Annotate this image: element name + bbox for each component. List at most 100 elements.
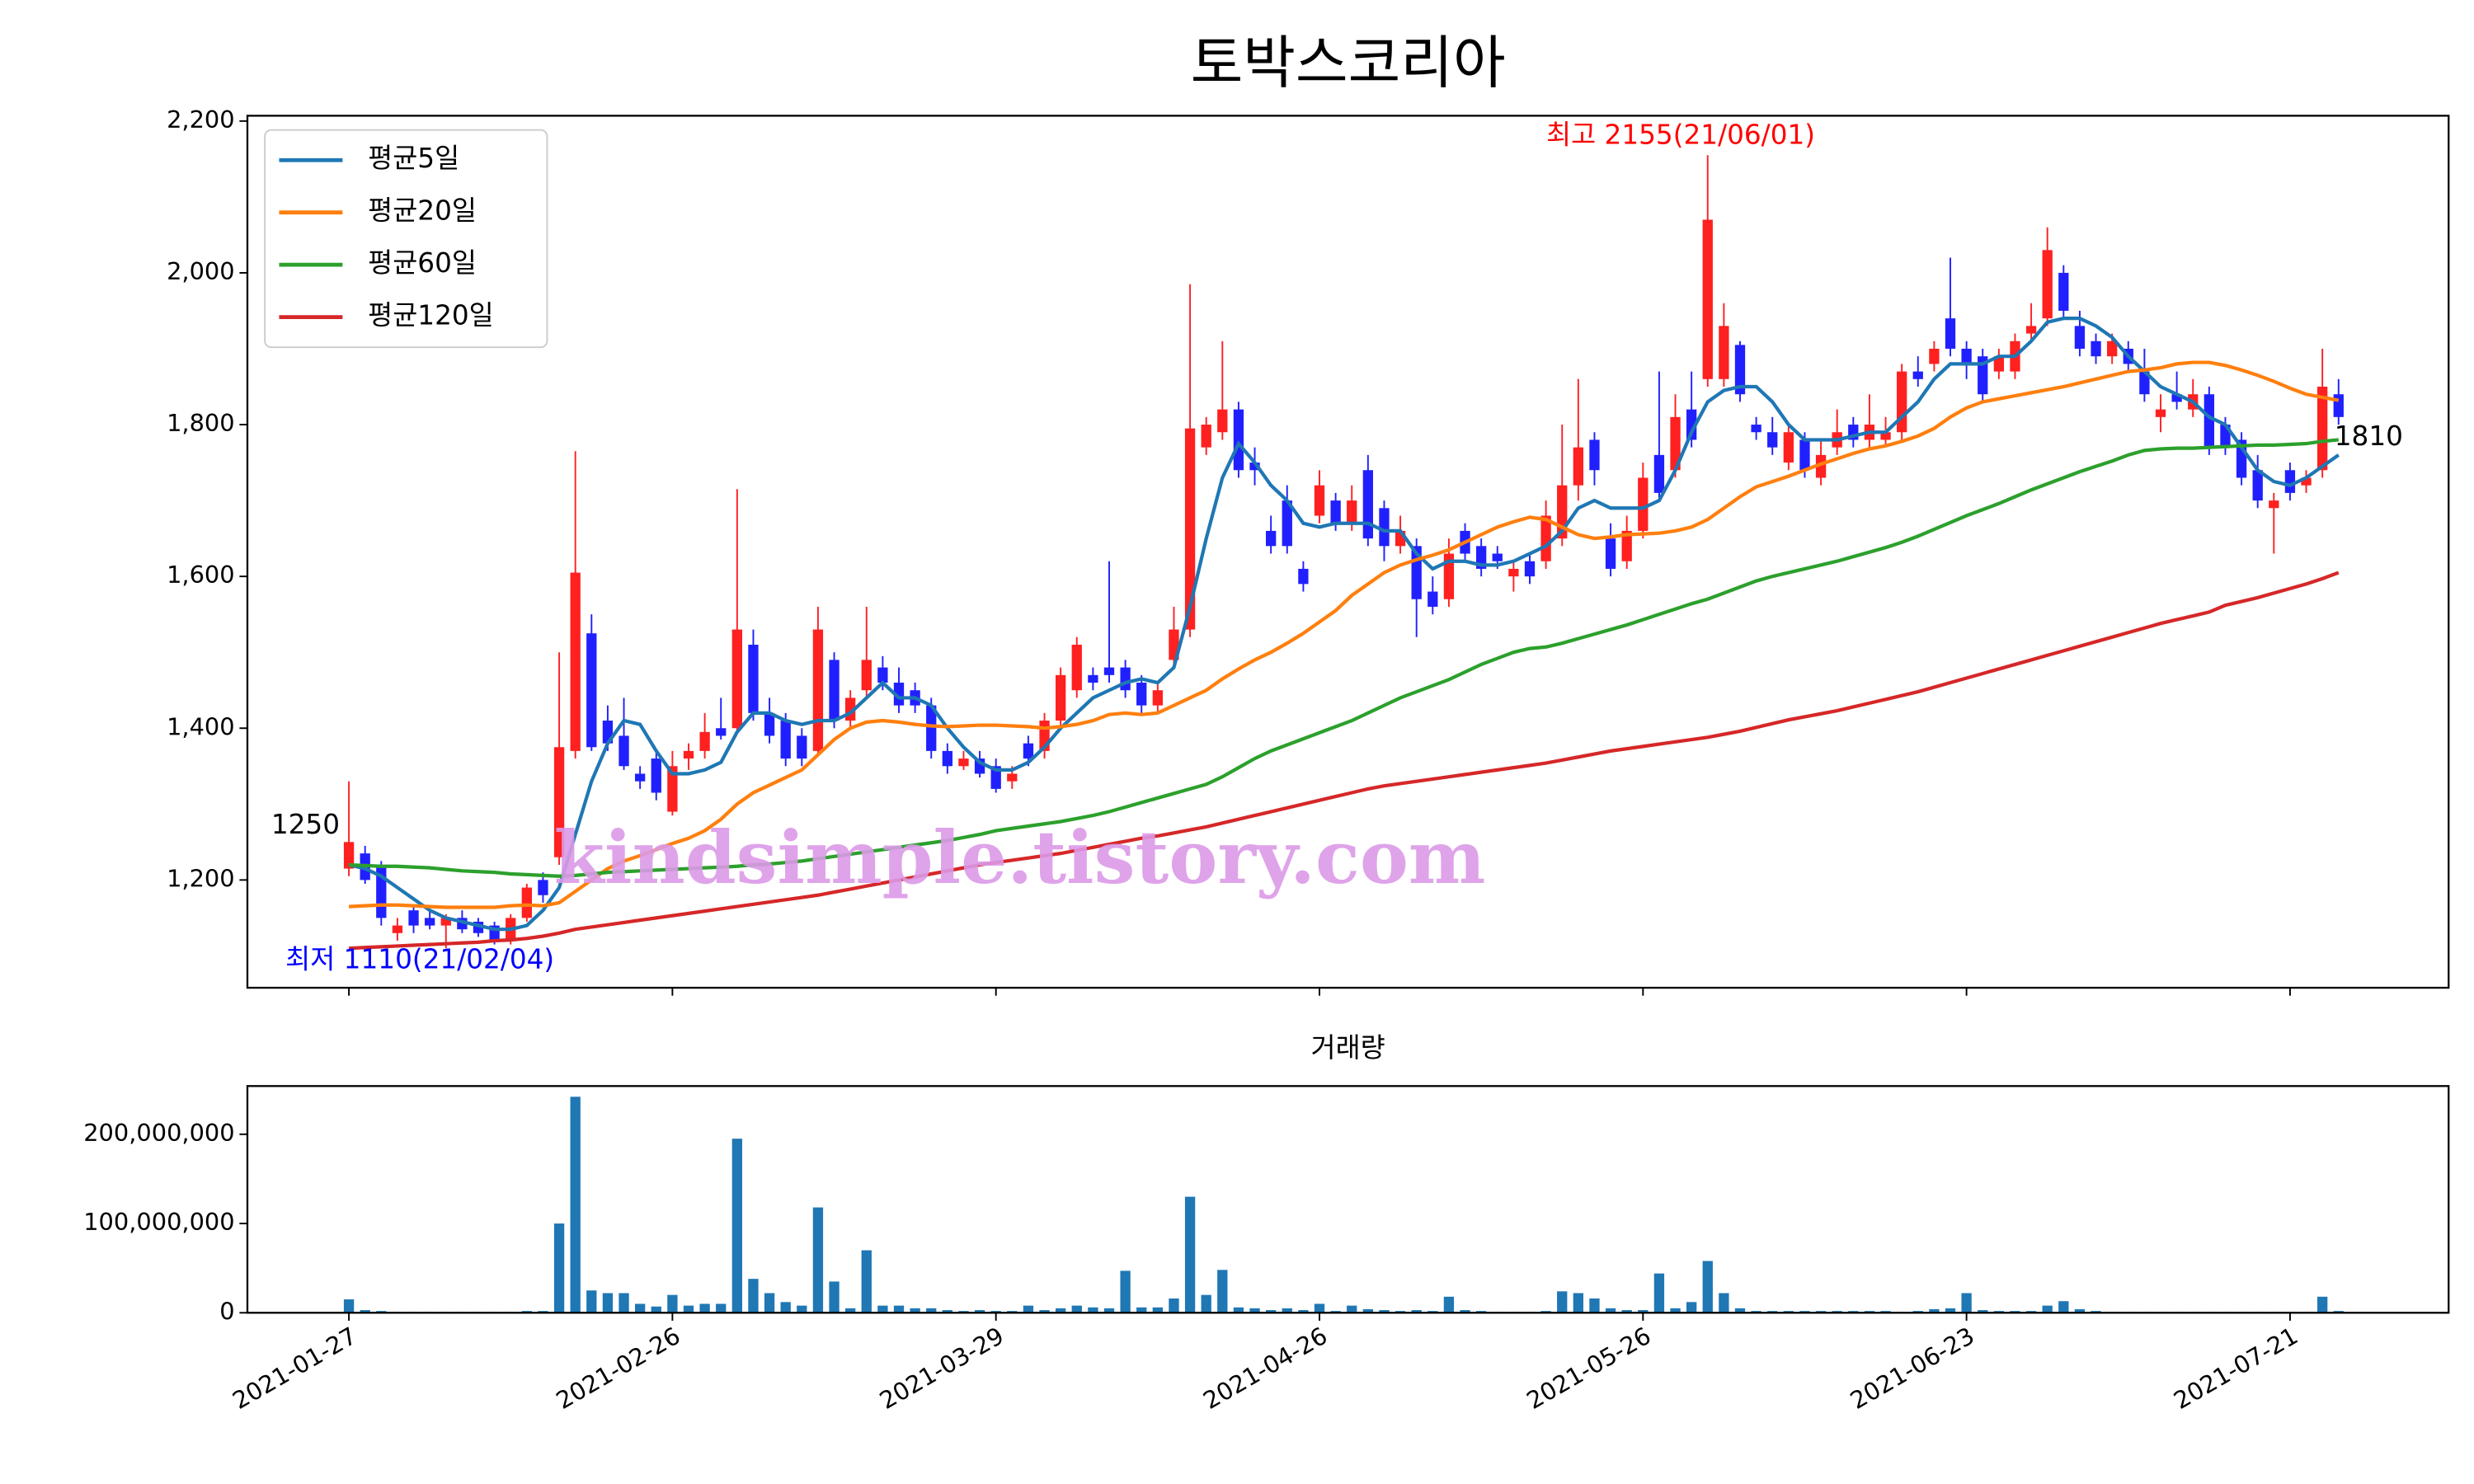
annotation: 1250: [271, 809, 340, 840]
candle-body: [1653, 454, 1665, 493]
volume-bar: [1103, 1308, 1115, 1313]
volume-bar: [1719, 1293, 1729, 1313]
candle-body: [1702, 219, 1713, 379]
volume-bar: [1282, 1308, 1292, 1313]
candle-body: [570, 572, 581, 751]
candle-body: [1783, 432, 1794, 463]
volume-bar: [2058, 1301, 2069, 1313]
candle-body: [942, 750, 953, 767]
volume-bar: [667, 1294, 678, 1313]
candle-body: [2091, 340, 2101, 357]
volume-bar: [635, 1303, 646, 1313]
volume-bar: [1638, 1310, 1649, 1313]
candle-body: [408, 910, 419, 926]
candle-body: [1007, 773, 1018, 782]
legend-label: 평균60일: [368, 247, 477, 279]
volume-bar: [343, 1299, 355, 1313]
candle-body: [440, 918, 451, 926]
candle-body: [2025, 326, 2037, 334]
volume-bar: [1557, 1291, 1568, 1313]
volume-bar: [716, 1303, 727, 1313]
volume-bar: [1347, 1305, 1357, 1313]
volume-bar: [602, 1293, 614, 1313]
candle-body: [2252, 470, 2263, 501]
candle-body: [392, 925, 403, 933]
candle-body: [1103, 667, 1115, 675]
candle-body: [1589, 439, 1600, 471]
candle-body: [1508, 568, 1519, 577]
volume-bar: [942, 1310, 953, 1313]
candle-body: [1120, 667, 1131, 691]
annotation: 최저 1110(21/02/04): [285, 943, 554, 974]
volume-bar: [1233, 1307, 1244, 1313]
candle-body: [2058, 272, 2069, 311]
volume-bar: [683, 1305, 694, 1313]
candle-body: [2139, 371, 2150, 395]
volume-bar: [1605, 1308, 1616, 1313]
y-tick-label: 1,400: [167, 712, 235, 740]
candle-body: [1282, 500, 1292, 547]
candle-body: [343, 842, 355, 869]
candle-body: [2317, 387, 2328, 471]
candle-body: [699, 731, 710, 751]
volume-bar: [910, 1308, 920, 1313]
candle-body: [1443, 553, 1455, 599]
candle-body: [1978, 356, 1988, 395]
annotation: 최고 2155(21/06/01): [1546, 119, 1815, 150]
volume-bar: [731, 1139, 742, 1313]
candle-body: [1605, 538, 1616, 569]
candle-body: [1767, 432, 1778, 448]
candle-body: [553, 747, 565, 857]
volume-bar: [1136, 1307, 1147, 1313]
y-tick-label: 2,200: [167, 106, 235, 134]
volume-bar: [1945, 1308, 1956, 1313]
volume-bar: [586, 1290, 597, 1313]
annotation: 1810: [2335, 420, 2403, 452]
candle-body: [1056, 674, 1066, 721]
candle-body: [990, 766, 1001, 789]
candle-body: [1217, 409, 1228, 433]
candle-body: [635, 773, 646, 782]
candle-body: [1929, 348, 1940, 364]
candle-body: [1961, 348, 1972, 364]
volume-bar: [1249, 1308, 1260, 1313]
candle-body: [2171, 394, 2182, 402]
volume-bar: [1201, 1294, 1211, 1313]
candle-body: [1362, 470, 1374, 539]
volume-bar: [845, 1308, 856, 1313]
volume-bar: [1929, 1308, 1940, 1313]
candle-body: [2042, 250, 2053, 319]
candle-body: [764, 712, 775, 736]
volume-bar: [1217, 1270, 1228, 1313]
volume-bar: [764, 1293, 775, 1313]
candle-body: [780, 721, 791, 759]
candle-body: [861, 660, 872, 691]
candle-body: [1347, 500, 1357, 524]
volume-bar: [2317, 1296, 2328, 1313]
volume-bar: [926, 1308, 937, 1313]
volume-bar: [618, 1293, 629, 1313]
moving-average-line: [348, 571, 2340, 951]
volume-bar: [1621, 1310, 1632, 1313]
candle-body: [1233, 409, 1244, 471]
y-tick-label: 2,000: [167, 257, 235, 285]
moving-average-line: [348, 360, 2340, 909]
candle-body: [1298, 568, 1309, 585]
candle-body: [2155, 409, 2166, 417]
volume-title: 거래량: [1311, 1032, 1385, 1064]
volume-bar: [1686, 1302, 1697, 1313]
candle-body: [1314, 485, 1325, 516]
legend-label: 평균5일: [368, 143, 459, 174]
y-tick-label: 0: [219, 1297, 234, 1325]
candle-body: [2301, 477, 2312, 486]
volume-bar: [1978, 1310, 1988, 1313]
candle-body: [2074, 326, 2086, 349]
volume-bar: [1152, 1307, 1163, 1313]
candle-body: [1071, 644, 1082, 691]
legend-label: 평균120일: [368, 300, 494, 331]
volume-bar: [1088, 1307, 1098, 1313]
chart-title: 토박스코리아: [1191, 31, 1506, 96]
volume-bar: [812, 1207, 824, 1313]
